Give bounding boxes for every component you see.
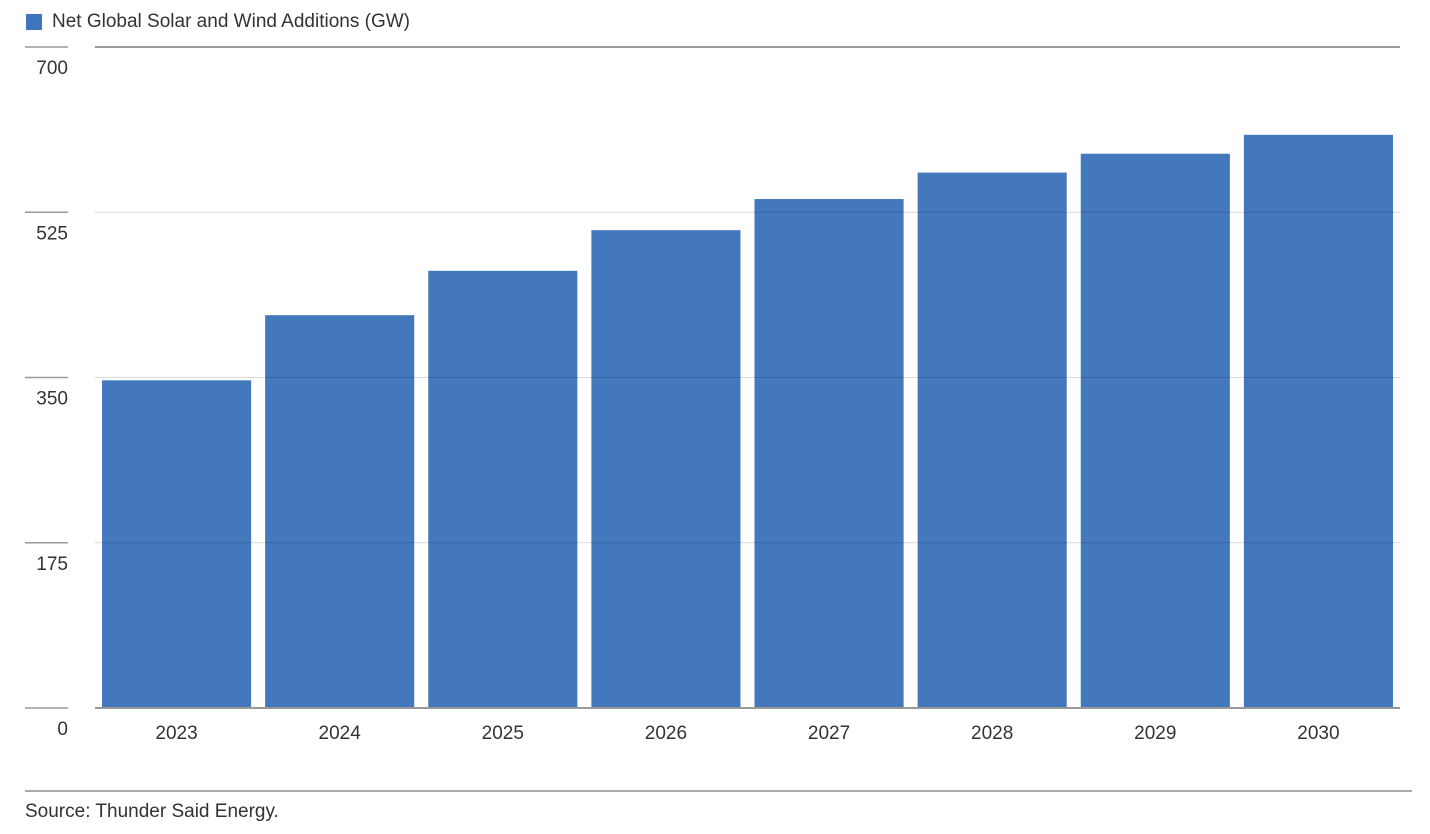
y-tick-label: 700 — [36, 58, 68, 79]
x-tick-label: 2029 — [1134, 723, 1176, 744]
legend-label: Net Global Solar and Wind Additions (GW) — [52, 11, 410, 32]
bar — [754, 199, 904, 708]
x-tick-label: 2026 — [645, 723, 687, 744]
source: Source: Thunder Said Energy. — [25, 801, 279, 822]
x-tick-label: 2025 — [482, 723, 524, 744]
y-tick-label: 0 — [57, 719, 68, 740]
x-tick-label: 2023 — [155, 723, 197, 744]
bar — [428, 270, 578, 708]
legend-swatch — [26, 14, 42, 30]
x-tick-label: 2028 — [971, 723, 1013, 744]
x-tick-label: 2027 — [808, 723, 850, 744]
bar — [1080, 153, 1230, 708]
bar — [917, 172, 1067, 709]
x-tick-label: 2030 — [1297, 723, 1339, 744]
x-tick-label: 2024 — [319, 723, 362, 744]
y-tick-label: 350 — [36, 389, 68, 410]
bar — [1243, 134, 1393, 708]
y-tick-label: 525 — [36, 223, 68, 244]
y-tick-label: 175 — [36, 554, 68, 575]
bar — [591, 230, 741, 709]
bar — [265, 315, 415, 708]
bar — [102, 380, 252, 708]
